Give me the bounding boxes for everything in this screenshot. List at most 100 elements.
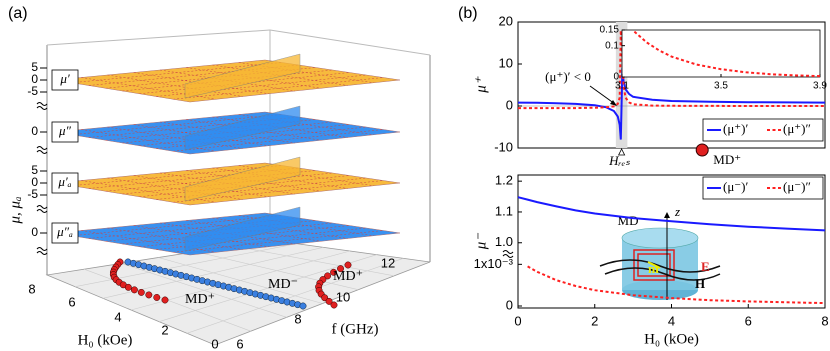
- md-dot: [344, 261, 352, 269]
- diagram-label: E: [701, 259, 710, 274]
- x-tick-label: 8: [28, 281, 35, 296]
- md-dot: [153, 294, 161, 301]
- mode-label: MD⁻: [268, 277, 298, 292]
- y-axis-label: μ, μₐ: [7, 197, 23, 225]
- mode-label: MD⁺: [185, 292, 215, 307]
- panel-label: (b): [458, 5, 478, 22]
- resonance-ridge: [184, 105, 301, 151]
- y-tick-label: 1.2: [495, 173, 513, 188]
- z-tick-label: -5: [27, 84, 38, 98]
- surface-grid: [173, 230, 384, 253]
- legend-box: [702, 118, 824, 142]
- md-dot: [330, 268, 338, 276]
- x-axis-label: H₀ (kOe): [644, 331, 699, 347]
- y-tick-label: 1.1: [495, 203, 513, 218]
- md-dot: [330, 301, 338, 309]
- y2-tick-label: 0: [506, 297, 513, 312]
- inset-x-tick-label: 3.1: [615, 81, 629, 92]
- x-tick-label: 2: [161, 322, 168, 337]
- inset-y-tick-label: 0.15: [600, 25, 620, 36]
- md-dot: [124, 283, 132, 291]
- md-dot: [321, 294, 329, 302]
- y-tick-label: 20: [499, 13, 513, 28]
- field-line: [599, 259, 721, 281]
- surface-grid: [173, 180, 384, 203]
- resonance-ridge: [184, 206, 301, 252]
- x-tick-label: 6: [68, 294, 75, 309]
- mode-marker: [695, 143, 709, 157]
- annotation: (μ⁺)′ < 0: [545, 69, 591, 84]
- annotation-arrow: [589, 85, 616, 105]
- inset-x-tick-label: 3.5: [714, 81, 728, 92]
- plot-frame: [517, 21, 826, 149]
- x-tick-label: 4: [668, 313, 675, 328]
- surface-grid: [238, 62, 374, 83]
- x2-tick-label: 6: [236, 336, 243, 351]
- md-dot: [130, 286, 138, 294]
- diagram-label: m: [648, 261, 659, 276]
- x-tick-label: 8: [821, 313, 828, 328]
- layer-label-box: [51, 172, 79, 194]
- layer-label-box: [51, 222, 79, 244]
- legend-label: (μ⁺)′: [723, 121, 748, 136]
- surface-grid: [88, 64, 299, 86]
- z-tick-label: 0: [31, 72, 38, 86]
- surface-grid: [156, 227, 367, 250]
- surface-grid: [88, 116, 299, 138]
- surface-grid: [88, 167, 299, 189]
- layer-label-box: [51, 69, 79, 91]
- cylinder-top: [621, 227, 699, 249]
- inset-x-tick-label: 3.9: [813, 81, 827, 92]
- axis-break: [502, 250, 514, 258]
- series-line: [527, 265, 826, 305]
- surface-grid: [238, 215, 374, 236]
- layer-label: μ′: [59, 71, 70, 86]
- inset-y-tick-label: 0.1: [605, 40, 619, 51]
- legend-label: (μ⁻)′: [723, 179, 748, 194]
- md-dot: [299, 302, 307, 310]
- md-diagram: [599, 212, 721, 300]
- axis-break: [36, 247, 48, 255]
- md-dot: [325, 297, 333, 305]
- z-arrow: [664, 212, 670, 218]
- diagram-label: H: [695, 276, 705, 291]
- x2-tick-label: 8: [294, 311, 301, 326]
- x-axis-label: H₀ (kOe): [78, 332, 133, 348]
- box-edge: [46, 29, 271, 46]
- layer-label: μ′ₐ: [57, 174, 71, 189]
- x2-tick-label: 10: [336, 289, 350, 304]
- legend-label: (μ⁺)″: [783, 121, 811, 136]
- z-tick-label: 0: [31, 225, 38, 239]
- axis-break: [36, 205, 48, 213]
- surface-grid: [156, 177, 367, 200]
- diagram-label: MD: [618, 213, 639, 228]
- surface-grid: [173, 129, 384, 152]
- floor-grid: [232, 245, 395, 277]
- x2-axis-label: f (GHz): [331, 321, 378, 337]
- legend-label: (μ⁻)″: [783, 179, 811, 194]
- y-tick-label: 1.0: [495, 234, 513, 249]
- y-tick-label: 10: [499, 55, 513, 70]
- md-dot: [137, 288, 145, 296]
- z-tick-label: 0: [31, 124, 38, 138]
- surface-grid: [88, 217, 299, 239]
- z-tick-label: -5: [27, 187, 38, 201]
- axis-break: [36, 102, 48, 110]
- legend-box: [702, 176, 824, 200]
- layer-label: μ″: [58, 123, 72, 138]
- md-dot: [324, 272, 332, 280]
- mode-label: MD⁺: [713, 152, 741, 167]
- y2-tick-label: 1x10⁻³: [474, 256, 514, 271]
- md-dot: [145, 291, 153, 299]
- y-axis-label: μ⁺: [473, 76, 489, 94]
- m-arrow: [647, 261, 661, 269]
- panel-label: (a): [8, 5, 28, 22]
- resonance-label: Hᵣₑₛ: [608, 153, 630, 168]
- mode-label: MD⁺: [333, 269, 363, 284]
- surface-grid: [156, 126, 367, 149]
- surface-grid: [173, 77, 384, 100]
- layer-label: μ″ₐ: [56, 224, 73, 239]
- series-line: [517, 196, 826, 232]
- x-tick-label: 0: [514, 313, 521, 328]
- x-tick-label: 2: [591, 313, 598, 328]
